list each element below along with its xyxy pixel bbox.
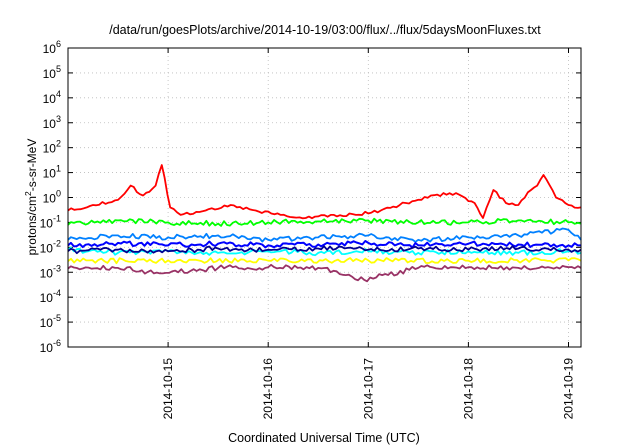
y-tick-exponent: 3 <box>56 114 61 124</box>
y-tick-exponent: -1 <box>53 213 61 223</box>
y-tick-label: 101 <box>43 164 61 181</box>
x-tick-label: 2014-10-16 <box>261 358 275 420</box>
y-tick-base: 10 <box>40 241 54 255</box>
y-axis-label-sup: 2 <box>23 191 33 196</box>
series-line <box>67 227 582 243</box>
y-tick-exponent: 1 <box>56 164 61 174</box>
y-tick-base: 10 <box>43 142 57 156</box>
y-tick-exponent: 0 <box>56 189 61 199</box>
series-line <box>67 217 582 227</box>
y-tick-exponent: 4 <box>56 89 61 99</box>
x-axis-label: Coordinated Universal Time (UTC) <box>228 431 420 445</box>
y-tick-label: 106 <box>43 39 61 56</box>
y-tick-exponent: -2 <box>53 238 61 248</box>
y-tick-label: 102 <box>43 139 61 156</box>
series-line <box>67 263 582 283</box>
x-tick-label: 2014-10-19 <box>561 358 575 420</box>
y-tick-base: 10 <box>40 216 54 230</box>
y-tick-exponent: -4 <box>53 288 61 298</box>
y-tick-exponent: -6 <box>53 338 61 348</box>
y-tick-base: 10 <box>43 167 57 181</box>
y-tick-label: 104 <box>43 89 61 106</box>
series-line <box>67 245 582 255</box>
y-tick-exponent: 2 <box>56 139 61 149</box>
x-tick-label: 2014-10-17 <box>361 358 375 420</box>
x-axis-ticks: 2014-10-15 2014-10-16 2014-10-17 2014-10-18… <box>161 48 575 419</box>
y-axis-label-rest: -s-sr-MeV <box>25 139 39 192</box>
y-tick-label: 105 <box>43 64 61 81</box>
series-line <box>67 246 582 257</box>
y-tick-base: 10 <box>43 92 57 106</box>
y-tick-label: 10-6 <box>40 338 61 355</box>
y-tick-label: 103 <box>43 114 61 131</box>
plot-frame <box>67 47 582 348</box>
y-tick-label: 100 <box>43 189 61 206</box>
y-axis-label: protons/cm2-s-sr-MeV <box>23 139 39 256</box>
y-tick-base: 10 <box>40 291 54 305</box>
y-axis-ticks: 10-610-510-410-310-210-11001011021031041… <box>40 39 581 355</box>
y-tick-base: 10 <box>43 117 57 131</box>
y-tick-base: 10 <box>43 42 57 56</box>
y-tick-exponent: 5 <box>56 64 61 74</box>
y-tick-base: 10 <box>40 341 54 355</box>
y-axis-label-base: protons/cm <box>25 196 39 255</box>
series-line <box>67 257 582 265</box>
series-line <box>67 240 581 249</box>
series-line <box>67 164 582 220</box>
y-tick-base: 10 <box>43 67 57 81</box>
y-tick-label: 10-4 <box>40 288 61 305</box>
y-tick-label: 10-1 <box>40 213 61 230</box>
y-tick-exponent: 6 <box>56 39 61 49</box>
y-tick-base: 10 <box>40 316 54 330</box>
chart-title: /data/run/goesPlots/archive/2014-10-19/0… <box>109 23 541 37</box>
y-tick-exponent: -5 <box>53 313 61 323</box>
x-tick-label: 2014-10-15 <box>161 358 175 420</box>
y-tick-label: 10-5 <box>40 313 61 330</box>
y-tick-label: 10-2 <box>40 238 61 255</box>
y-tick-exponent: -3 <box>53 263 61 273</box>
x-tick-label: 2014-10-18 <box>461 358 475 420</box>
series-lines <box>67 164 582 283</box>
y-tick-base: 10 <box>43 192 57 206</box>
y-tick-label: 10-3 <box>40 263 61 280</box>
y-tick-base: 10 <box>40 266 54 280</box>
